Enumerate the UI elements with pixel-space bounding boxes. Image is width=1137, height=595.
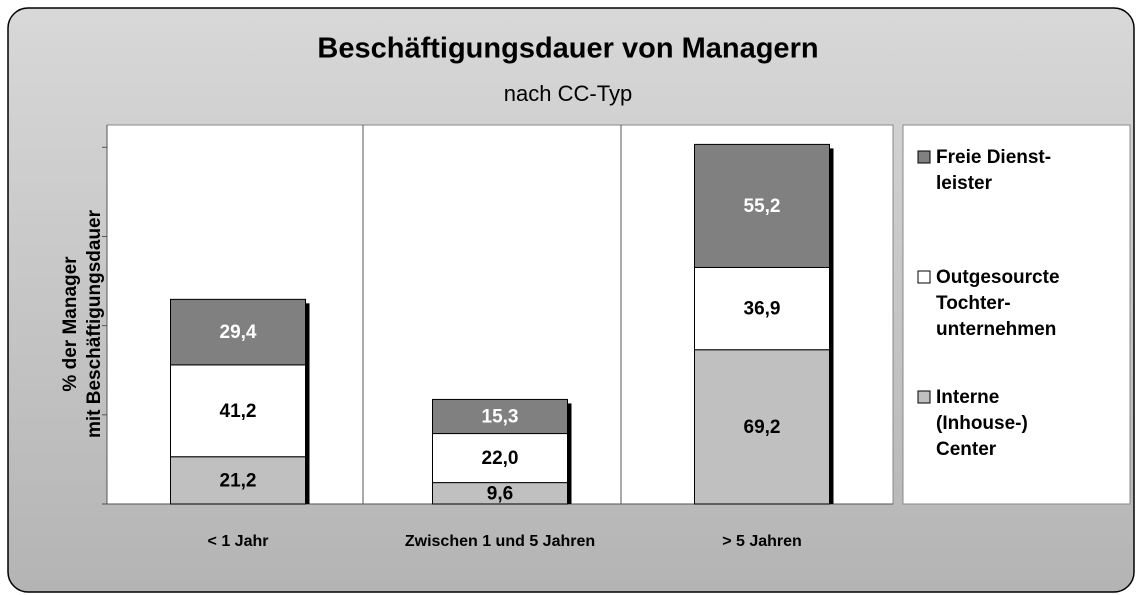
legend-box [902, 124, 1131, 505]
data-label: 22,0 [482, 448, 519, 469]
bar-shadow [829, 148, 834, 505]
data-label: 21,2 [220, 470, 257, 491]
bar-segment [694, 266, 830, 351]
bar-segment [432, 433, 568, 484]
bar-segment [170, 364, 306, 458]
bar-shadow [567, 403, 572, 504]
legend-label: Freie Dienst- leister [936, 147, 1052, 194]
legend-label: Interne (Inhouse-) Center [936, 387, 1028, 460]
data-label: 15,3 [482, 407, 519, 428]
legend-swatch [917, 390, 931, 404]
chart-subtitle: nach CC-Typ [504, 81, 632, 106]
bar-segment [694, 143, 830, 268]
bar-segment [432, 398, 568, 435]
data-label: 29,4 [220, 322, 257, 343]
chart-title: Beschäftigungsdauer von Managern [317, 33, 818, 65]
data-label: 55,2 [744, 196, 781, 217]
legend-label: Outgesourcte Tochter- unternehmen [936, 267, 1060, 340]
legend-swatch [917, 270, 931, 284]
data-label: 41,2 [220, 401, 257, 422]
data-label: 69,2 [744, 417, 781, 438]
x-tick-label: Zwischen 1 und 5 Jahren [404, 533, 596, 550]
legend-swatch [917, 150, 931, 164]
bar-segment [170, 298, 306, 366]
data-label: 9,6 [487, 483, 513, 504]
y-axis-label: % der Manager mit Beschäftigungsdauer [60, 209, 105, 439]
bar-segment [694, 349, 830, 505]
x-tick-label: < 1 Jahr [207, 533, 269, 550]
bar-segment [170, 456, 306, 505]
data-label: 36,9 [744, 299, 781, 320]
x-tick-label: > 5 Jahren [722, 533, 802, 550]
bar-shadow [305, 303, 310, 504]
